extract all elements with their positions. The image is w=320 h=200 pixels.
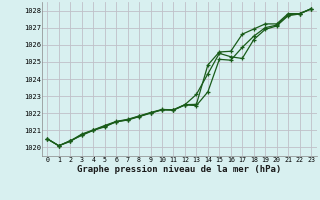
X-axis label: Graphe pression niveau de la mer (hPa): Graphe pression niveau de la mer (hPa) [77, 165, 281, 174]
